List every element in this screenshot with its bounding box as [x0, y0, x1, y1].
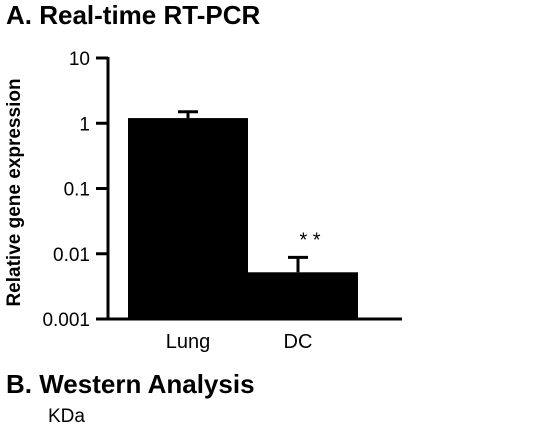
y-tick-label: 1 — [79, 114, 90, 135]
bar-lung — [128, 118, 248, 319]
x-tick-label: Lung — [166, 331, 211, 353]
bar-chart: 10 1 0.1 0.01 0.001 Lung DC Relative gene exp… — [4, 49, 402, 353]
x-axis: Lung DC — [107, 317, 402, 353]
y-axis-label: Relative gene expression — [4, 78, 25, 306]
kda-label: KDa — [48, 406, 85, 427]
y-axis: 10 1 0.1 0.01 0.001 — [42, 49, 110, 331]
panel-a-title: A. Real-time RT-PCR — [6, 0, 261, 30]
y-tick-label: 10 — [69, 49, 90, 70]
y-tick-label: 0.01 — [53, 245, 90, 266]
panel-b-title: B. Western Analysis — [6, 369, 255, 399]
y-tick-label: 0.001 — [42, 310, 90, 331]
y-tick-label: 0.1 — [64, 180, 90, 201]
bars: * * — [128, 110, 358, 319]
bar-dc — [238, 272, 358, 319]
x-tick-label: DC — [284, 331, 313, 353]
significance-marker: * * — [299, 229, 320, 251]
